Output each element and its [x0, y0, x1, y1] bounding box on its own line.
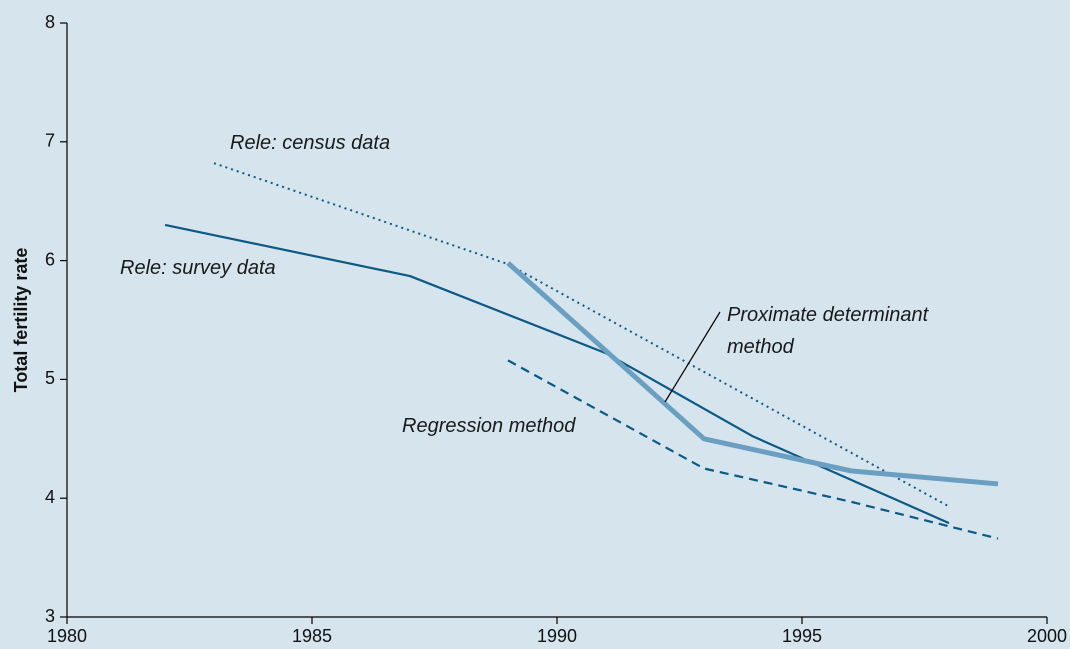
series-line	[164, 223, 950, 525]
x-tick-label: 1985	[292, 626, 332, 646]
series-line	[213, 162, 950, 508]
series-line	[506, 261, 999, 487]
y-tick-label: 7	[45, 131, 55, 151]
series-label: Rele: survey data	[120, 257, 276, 279]
y-tick-label: 3	[45, 606, 55, 626]
y-tick-label: 4	[45, 487, 55, 507]
x-tick-label: 1995	[782, 626, 822, 646]
y-tick-label: 5	[45, 368, 55, 388]
y-tick-label: 6	[45, 249, 55, 269]
y-tick-label: 8	[45, 12, 55, 32]
series-label: Regression method	[402, 415, 576, 437]
x-tick-label: 2000	[1027, 626, 1067, 646]
leader-line	[664, 311, 721, 403]
series-label: Proximate determinant method	[727, 304, 929, 358]
x-tick-label: 1980	[47, 626, 87, 646]
series-label: Rele: census data	[230, 132, 391, 154]
x-tick-label: 1990	[537, 626, 577, 646]
series-line	[507, 359, 999, 540]
y-axis-label: Total fertility rate	[11, 248, 31, 393]
